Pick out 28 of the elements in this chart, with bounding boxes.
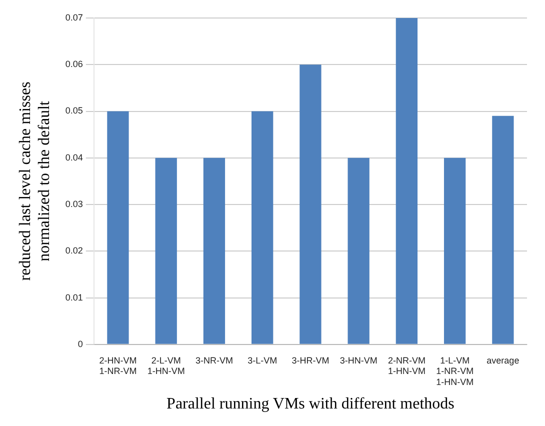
x-tick-label: 2-NR-VM 1-HN-VM xyxy=(388,355,426,376)
x-tick-label: 2-HN-VM 1-NR-VM xyxy=(99,355,137,376)
y-tick-label: 0.01 xyxy=(65,292,83,302)
bar xyxy=(203,158,226,344)
bar xyxy=(348,158,370,344)
x-tick-label: 3-NR-VM xyxy=(195,355,233,366)
x-tick-label: average xyxy=(486,355,520,366)
y-tick-label: 0.05 xyxy=(65,106,83,116)
x-tick-label: 1-L-VM 1-NR-VM 1-HN-VM xyxy=(436,355,474,387)
x-tick-label: 3-HR-VM xyxy=(292,355,330,366)
y-tick-label: 0.06 xyxy=(65,59,83,70)
bar xyxy=(396,18,418,344)
bar xyxy=(492,116,514,344)
x-tick-label: 3-L-VM xyxy=(248,355,278,366)
x-axis-title: Parallel running VMs with different methods xyxy=(166,396,454,413)
bar xyxy=(300,64,322,344)
y-tick-label: 0.02 xyxy=(65,246,83,256)
x-tick-label: 3-HN-VM xyxy=(340,355,378,366)
y-tick-label: 0.07 xyxy=(65,12,83,22)
y-axis-title: reduced last level cache misses normalized to the default xyxy=(16,82,54,281)
y-tick-label: 0.03 xyxy=(65,199,83,209)
bar xyxy=(107,111,129,344)
bar xyxy=(444,158,466,344)
bar xyxy=(155,158,177,344)
bar xyxy=(252,111,274,344)
y-tick-label: 0.04 xyxy=(65,152,83,162)
x-tick-label: 2-L-VM 1-HN-VM xyxy=(147,355,185,376)
y-tick-label: 0 xyxy=(78,338,83,349)
